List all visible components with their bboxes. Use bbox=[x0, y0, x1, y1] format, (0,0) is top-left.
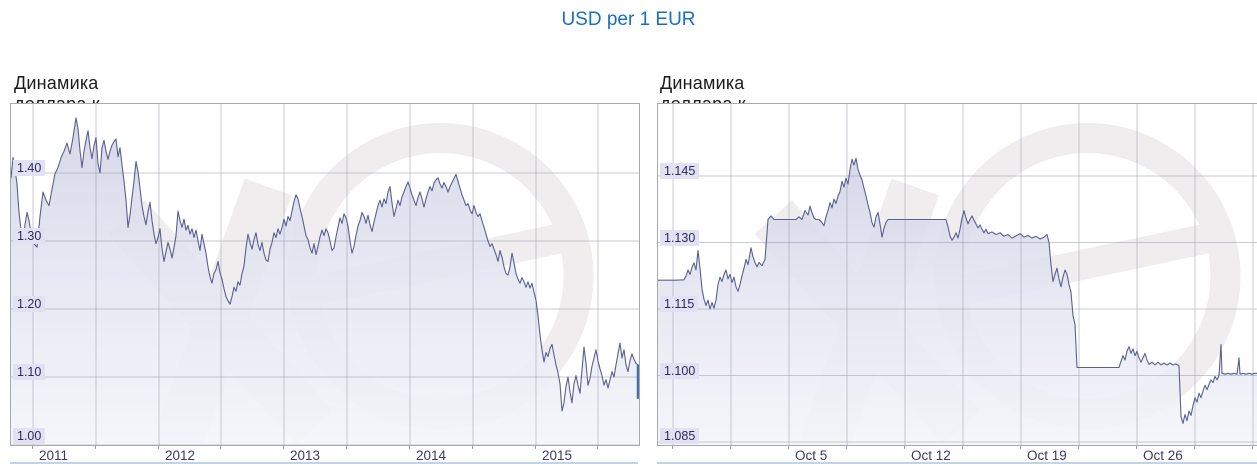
rate-area bbox=[658, 158, 1257, 445]
chart-1month-plot: 1.145 1.130 1.115 1.100 1.085 bbox=[657, 103, 1257, 446]
y-axis-label: 1.00 bbox=[13, 428, 46, 444]
y-axis-label: 1.145 bbox=[660, 163, 700, 180]
x-axis-tick bbox=[472, 445, 473, 449]
rate-line bbox=[658, 157, 1257, 424]
chart-5yr-bottom-rule bbox=[10, 462, 638, 464]
x-axis-label: Oct 12 bbox=[911, 448, 951, 463]
x-axis-tick bbox=[1194, 445, 1195, 449]
y-axis-label: 1.30 bbox=[13, 228, 46, 244]
x-axis-tick bbox=[283, 445, 284, 449]
y-axis-label: 1.085 bbox=[660, 428, 700, 444]
x-axis-tick bbox=[1078, 445, 1079, 449]
x-axis-tick bbox=[32, 445, 33, 449]
gridlines bbox=[658, 104, 1257, 445]
x-axis-label: Oct 5 bbox=[795, 448, 828, 463]
page-title: USD per 1 EUR bbox=[561, 9, 696, 30]
y-axis-label: 1.115 bbox=[660, 296, 699, 312]
gridlines bbox=[11, 104, 639, 445]
x-axis-tick bbox=[672, 445, 673, 449]
x-axis-label: Oct 19 bbox=[1027, 448, 1067, 463]
x-axis-label: Oct 26 bbox=[1143, 448, 1183, 463]
x-axis-tick bbox=[220, 445, 221, 449]
chart-1month-x-axis: Oct 5 Oct 12 Oct 19 Oct 26 bbox=[657, 445, 1257, 465]
x-axis-tick bbox=[962, 445, 963, 449]
rate-line bbox=[11, 117, 639, 412]
chart-1month-canvas bbox=[658, 104, 1257, 445]
y-axis-label: 1.100 bbox=[660, 362, 700, 379]
y-axis-label: 1.40 bbox=[13, 160, 46, 176]
x-axis-tick bbox=[1020, 445, 1021, 449]
x-axis-tick bbox=[597, 445, 598, 449]
chart-5yr-canvas bbox=[11, 104, 639, 445]
x-axis-tick bbox=[1252, 445, 1253, 449]
x-axis-tick bbox=[409, 445, 410, 449]
chart-1month-bottom-rule bbox=[657, 462, 1257, 464]
x-axis-label: 2015 bbox=[542, 448, 573, 463]
x-axis-tick bbox=[158, 445, 159, 449]
chart-5yr-x-axis: 2011 2012 2013 2014 2015 bbox=[10, 445, 638, 465]
x-axis-tick bbox=[346, 445, 347, 449]
x-axis-tick bbox=[846, 445, 847, 449]
x-axis-tick bbox=[730, 445, 731, 449]
x-axis-label: 2012 bbox=[165, 448, 196, 463]
y-axis-label: 1.20 bbox=[13, 296, 46, 312]
x-axis-tick bbox=[1136, 445, 1137, 449]
x-axis-tick bbox=[95, 445, 96, 449]
x-axis-tick bbox=[535, 445, 536, 449]
rate-area bbox=[11, 117, 639, 445]
chart-5yr-plot: 1.40 1.30 1.20 1.10 1.00 bbox=[10, 103, 640, 446]
x-axis-label: 2013 bbox=[290, 448, 321, 463]
y-axis-label: 1.130 bbox=[660, 229, 700, 246]
x-axis-label: 2014 bbox=[416, 448, 447, 463]
y-axis-label: 1.10 bbox=[13, 364, 46, 380]
x-axis-tick bbox=[904, 445, 905, 449]
x-axis-label: 2011 bbox=[39, 448, 69, 463]
x-axis-tick bbox=[788, 445, 789, 449]
